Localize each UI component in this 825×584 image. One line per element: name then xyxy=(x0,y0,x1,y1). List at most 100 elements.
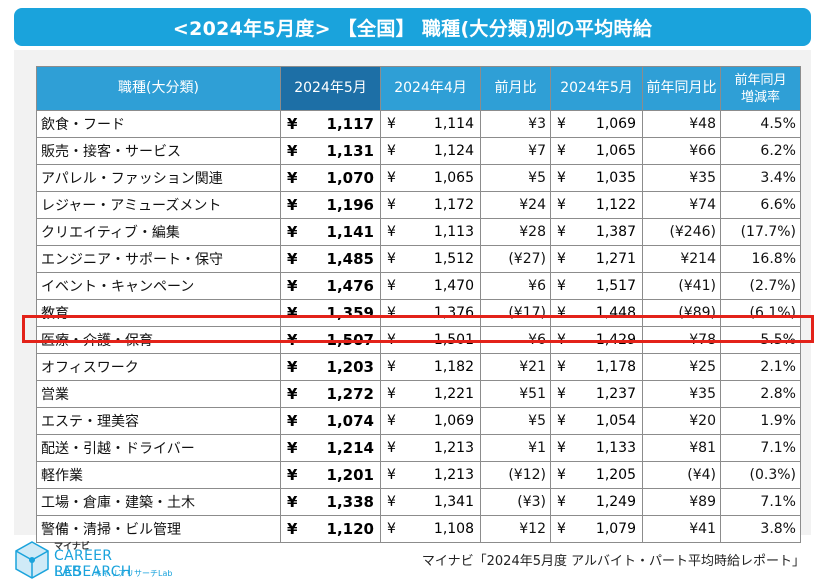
cell-last-year: ¥1,133 xyxy=(550,434,643,462)
cell-ly-value: 1,065 xyxy=(595,143,636,159)
page-title: <2024年5月度> 【全国】 職種(大分類)別の平均時給 xyxy=(14,8,811,46)
cell-current: ¥1,131 xyxy=(280,137,381,165)
table-row: 販売・接客・サービス ¥1,131 ¥1,124 ¥7 ¥1,065 ¥66 6.2% xyxy=(36,137,801,165)
cell-prev-month: ¥1,172 xyxy=(380,191,481,219)
header-yoy: 前年同月比 xyxy=(642,66,721,111)
currency-symbol: ¥ xyxy=(287,493,298,511)
cell-current-value: 1,203 xyxy=(326,358,374,376)
currency-symbol: ¥ xyxy=(387,413,396,429)
cell-mom: ¥5 xyxy=(480,407,551,435)
currency-symbol: ¥ xyxy=(287,250,298,268)
cell-current-value: 1,338 xyxy=(326,493,374,511)
currency-symbol: ¥ xyxy=(557,305,566,321)
cell-yoy-rate: 1.9% xyxy=(720,407,801,435)
cell-current-value: 1,120 xyxy=(326,520,374,538)
cell-current-value: 1,117 xyxy=(326,115,374,133)
cell-prev-value: 1,069 xyxy=(433,413,474,429)
table-row: 教育 ¥1,359 ¥1,376 (¥17) ¥1,448 (¥89) (6.1%) xyxy=(36,299,801,327)
cell-category: 営業 xyxy=(36,380,281,408)
cell-last-year: ¥1,237 xyxy=(550,380,643,408)
header-yoy-rate-line: 増減率 xyxy=(740,89,780,105)
cell-current: ¥1,070 xyxy=(280,164,381,192)
table-row: 軽作業 ¥1,201 ¥1,213 (¥12) ¥1,205 (¥4) (0.3%) xyxy=(36,461,801,489)
currency-symbol: ¥ xyxy=(557,440,566,456)
table-row: エンジニア・サポート・保守 ¥1,485 ¥1,512 (¥27) ¥1,271 ¥214… xyxy=(36,245,801,273)
cell-prev-month: ¥1,069 xyxy=(380,407,481,435)
cell-mom: ¥7 xyxy=(480,137,551,165)
cell-yoy-rate: 3.4% xyxy=(720,164,801,192)
cell-yoy-rate: 6.2% xyxy=(720,137,801,165)
table-row: レジャー・アミューズメント ¥1,196 ¥1,172 ¥24 ¥1,122 ¥74 6.6… xyxy=(36,191,801,219)
cell-ly-value: 1,249 xyxy=(595,494,636,510)
cell-ly-value: 1,387 xyxy=(595,224,636,240)
cell-category: 配送・引越・ドライバー xyxy=(36,434,281,462)
cell-yoy: ¥35 xyxy=(642,380,721,408)
currency-symbol: ¥ xyxy=(557,251,566,267)
table-row: イベント・キャンペーン ¥1,476 ¥1,470 ¥6 ¥1,517 (¥41) (2.7… xyxy=(36,272,801,300)
cell-yoy: ¥74 xyxy=(642,191,721,219)
cell-mom: ¥3 xyxy=(480,110,551,138)
header-category: 職種(大分類) xyxy=(36,66,281,111)
cell-category: イベント・キャンペーン xyxy=(36,272,281,300)
currency-symbol: ¥ xyxy=(387,224,396,240)
header-prev-month: 2024年4月 xyxy=(380,66,481,111)
cell-prev-month: ¥1,114 xyxy=(380,110,481,138)
currency-symbol: ¥ xyxy=(387,359,396,375)
cell-yoy-rate: 16.8% xyxy=(720,245,801,273)
currency-symbol: ¥ xyxy=(557,116,566,132)
cell-yoy-rate: (0.3%) xyxy=(720,461,801,489)
cell-current: ¥1,201 xyxy=(280,461,381,489)
currency-symbol: ¥ xyxy=(287,142,298,160)
table-row: 工場・倉庫・建築・土木 ¥1,338 ¥1,341 (¥3) ¥1,249 ¥89 7.1% xyxy=(36,488,801,516)
cell-yoy: ¥25 xyxy=(642,353,721,381)
cell-current: ¥1,485 xyxy=(280,245,381,273)
currency-symbol: ¥ xyxy=(387,197,396,213)
currency-symbol: ¥ xyxy=(287,358,298,376)
currency-symbol: ¥ xyxy=(287,412,298,430)
cell-yoy: ¥48 xyxy=(642,110,721,138)
currency-symbol: ¥ xyxy=(387,251,396,267)
cell-prev-month: ¥1,113 xyxy=(380,218,481,246)
cell-category: 警備・清掃・ビル管理 xyxy=(36,515,281,543)
currency-symbol: ¥ xyxy=(387,494,396,510)
cell-last-year: ¥1,178 xyxy=(550,353,643,381)
cell-mom: ¥51 xyxy=(480,380,551,408)
currency-symbol: ¥ xyxy=(557,467,566,483)
cell-ly-value: 1,133 xyxy=(595,440,636,456)
cell-last-year: ¥1,035 xyxy=(550,164,643,192)
cell-yoy-rate: 7.1% xyxy=(720,434,801,462)
career-research-lab-logo: マイナビ CAREER RESEARCH LAB キャリアリサーチLab xyxy=(14,538,194,582)
cell-ly-value: 1,271 xyxy=(595,251,636,267)
cell-prev-month: ¥1,213 xyxy=(380,434,481,462)
cell-prev-month: ¥1,108 xyxy=(380,515,481,543)
cell-last-year: ¥1,387 xyxy=(550,218,643,246)
cell-category: 工場・倉庫・建築・土木 xyxy=(36,488,281,516)
currency-symbol: ¥ xyxy=(387,440,396,456)
cell-last-year: ¥1,205 xyxy=(550,461,643,489)
cell-current: ¥1,338 xyxy=(280,488,381,516)
cell-category: レジャー・アミューズメント xyxy=(36,191,281,219)
cell-current: ¥1,117 xyxy=(280,110,381,138)
currency-symbol: ¥ xyxy=(287,385,298,403)
cell-yoy: ¥35 xyxy=(642,164,721,192)
currency-symbol: ¥ xyxy=(387,521,396,537)
cell-category: オフィスワーク xyxy=(36,353,281,381)
cell-ly-value: 1,035 xyxy=(595,170,636,186)
currency-symbol: ¥ xyxy=(287,115,298,133)
cell-prev-value: 1,113 xyxy=(433,224,474,240)
table-row: オフィスワーク ¥1,203 ¥1,182 ¥21 ¥1,178 ¥25 2.1% xyxy=(36,353,801,381)
currency-symbol: ¥ xyxy=(287,277,298,295)
currency-symbol: ¥ xyxy=(557,278,566,294)
cell-prev-month: ¥1,065 xyxy=(380,164,481,192)
currency-symbol: ¥ xyxy=(387,467,396,483)
currency-symbol: ¥ xyxy=(557,494,566,510)
cell-prev-month: ¥1,213 xyxy=(380,461,481,489)
currency-symbol: ¥ xyxy=(287,169,298,187)
cell-ly-value: 1,517 xyxy=(595,278,636,294)
cell-yoy-rate: 2.8% xyxy=(720,380,801,408)
cell-last-year: ¥1,069 xyxy=(550,110,643,138)
cube-logo-icon xyxy=(15,541,49,579)
cell-last-year: ¥1,271 xyxy=(550,245,643,273)
table-row: 飲食・フード ¥1,117 ¥1,114 ¥3 ¥1,069 ¥48 4.5% xyxy=(36,110,801,138)
cell-current: ¥1,476 xyxy=(280,272,381,300)
